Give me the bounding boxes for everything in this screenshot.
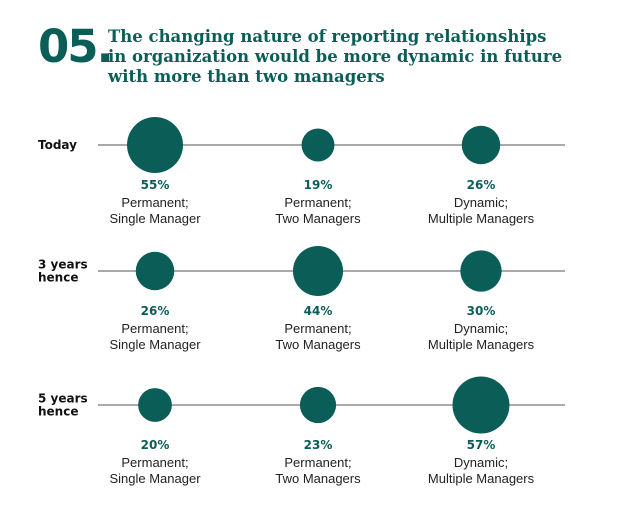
category-label: Dynamic; xyxy=(454,455,508,470)
bubble-marker xyxy=(292,245,344,297)
percent-label: 30% xyxy=(467,304,496,318)
category-label: Dynamic; xyxy=(454,321,508,336)
row-label: 3 years xyxy=(38,258,88,272)
category-label: Permanent; xyxy=(284,455,351,470)
bubble-marker xyxy=(135,251,175,291)
category-label: Single Manager xyxy=(109,337,201,352)
row-label: hence xyxy=(38,405,78,419)
percent-label: 57% xyxy=(467,438,496,452)
percent-label: 44% xyxy=(304,304,333,318)
row-label: hence xyxy=(38,271,78,285)
percent-label: 26% xyxy=(467,178,496,192)
percent-label: 26% xyxy=(141,304,170,318)
bubble-marker xyxy=(127,117,183,173)
category-label: Two Managers xyxy=(275,471,361,486)
chart-title: The changing nature of reporting relatio… xyxy=(108,27,563,86)
category-label: Permanent; xyxy=(121,195,188,210)
bubble-marker xyxy=(452,376,510,434)
section-number: 05. xyxy=(38,20,114,73)
category-label: Two Managers xyxy=(275,211,361,226)
bubble-marker xyxy=(301,128,335,162)
percent-label: 19% xyxy=(304,178,333,192)
bubble-marker xyxy=(460,250,502,292)
bubble-marker xyxy=(138,388,172,422)
category-label: Permanent; xyxy=(284,321,351,336)
category-label: Permanent; xyxy=(121,455,188,470)
category-label: Single Manager xyxy=(109,211,201,226)
category-label: Permanent; xyxy=(284,195,351,210)
bubble-marker xyxy=(299,386,337,424)
percent-label: 55% xyxy=(141,178,170,192)
category-label: Multiple Managers xyxy=(428,471,535,486)
category-label: Multiple Managers xyxy=(428,211,535,226)
percent-label: 20% xyxy=(141,438,170,452)
category-label: Permanent; xyxy=(121,321,188,336)
bubble-marker xyxy=(461,125,501,165)
category-label: Multiple Managers xyxy=(428,337,535,352)
category-label: Single Manager xyxy=(109,471,201,486)
percent-label: 23% xyxy=(304,438,333,452)
category-label: Two Managers xyxy=(275,337,361,352)
row-label: Today xyxy=(38,138,77,152)
category-label: Dynamic; xyxy=(454,195,508,210)
row-label: 5 years xyxy=(38,392,88,406)
